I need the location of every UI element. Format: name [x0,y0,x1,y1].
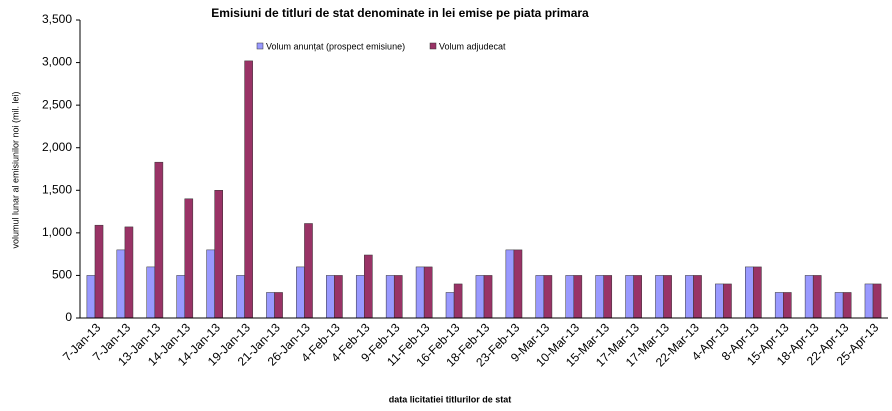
bar [116,249,126,319]
y-tick-label: 3,000 [42,55,72,69]
bar [595,275,604,319]
bar [326,275,335,319]
bar [783,292,792,319]
bar [385,275,395,319]
bar [244,60,253,319]
bar [86,275,96,319]
bar [543,275,553,319]
bar [723,283,732,319]
legend-swatch [429,42,437,50]
bar [715,283,724,319]
bar [505,249,515,319]
bar [146,266,156,319]
y-tick-label: 1,500 [42,182,72,196]
bar [364,254,373,319]
legend-label: Volum anunțat (prospect emisiune) [266,41,405,51]
bar [355,275,365,319]
bar [774,292,784,319]
bar [603,275,613,319]
bar [393,275,403,319]
y-tick-label: 1,000 [42,225,72,239]
bar [334,275,343,319]
bar [864,283,874,319]
y-tick-label: 3,500 [42,12,72,26]
bar [214,190,223,319]
bar [206,249,215,319]
bar [812,275,822,319]
bar [685,275,694,319]
bar [415,266,425,319]
bar [663,275,672,319]
bar [693,275,702,319]
bar [445,292,455,319]
bar [266,292,275,319]
bar [483,275,493,319]
y-tick-label: 500 [52,268,72,282]
x-axis-title: data licitatiei titlurilor de stat [389,394,512,404]
bar [745,266,754,319]
bar [274,292,283,319]
bar [475,275,485,319]
bar [184,198,194,319]
bar [565,275,575,319]
bar [236,275,245,319]
bar [834,292,844,319]
bar [423,266,433,319]
bar [453,283,463,319]
bar [625,275,634,319]
bar [842,292,852,319]
bar [655,275,664,319]
bar [176,275,185,319]
bar [124,226,134,319]
bar [513,249,523,319]
y-tick-label: 0 [65,310,72,324]
bar [872,283,882,319]
legend-label: Volum adjudecat [439,41,506,51]
bar [633,275,642,319]
bar [804,275,814,319]
y-axis-title: volumul lunar al emisiunilor noi (mil. l… [10,91,20,248]
chart-title: Emisiuni de titluri de stat denominate i… [211,6,589,20]
bar [304,223,313,319]
y-tick-label: 2,000 [42,140,72,154]
y-tick-label: 2,500 [42,97,72,111]
legend-swatch [256,42,264,50]
bar [296,266,305,319]
bar [154,161,164,319]
bar [753,266,762,319]
bar [94,224,104,319]
bar [573,275,583,319]
bar [535,275,545,319]
